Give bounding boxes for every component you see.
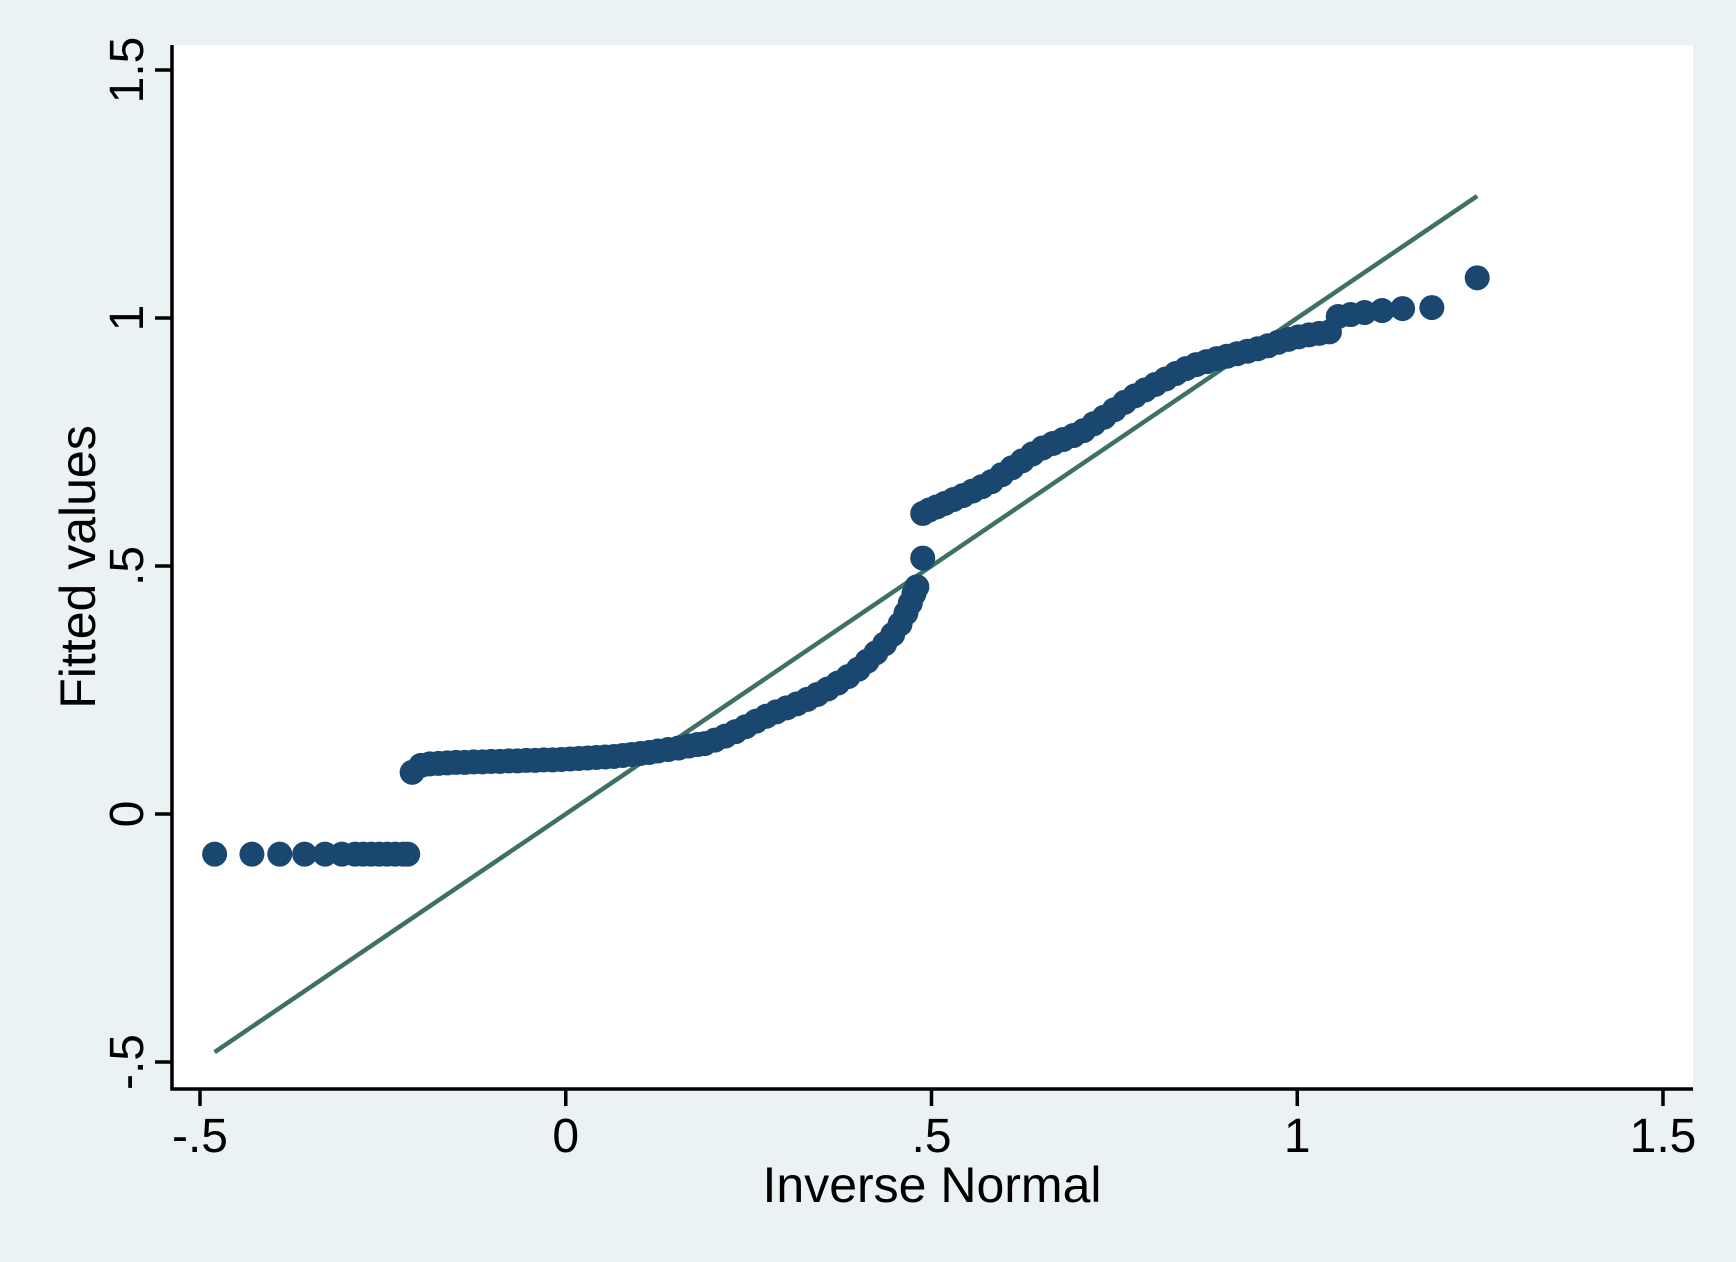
x-tick-label: .5 [911,1110,951,1163]
y-tick-label: 0 [101,801,154,828]
data-point [1464,265,1490,291]
y-tick-label: 1.5 [101,37,154,104]
data-point [267,841,293,867]
data-point [1419,295,1445,321]
x-tick-label: 0 [552,1110,579,1163]
y-tick-label: .5 [101,546,154,586]
x-tick-label: 1.5 [1630,1110,1697,1163]
x-tick-label: -.5 [172,1110,228,1163]
y-axis-ticks: -.5 0 .5 1 1.5 [101,37,172,1090]
data-point [1390,296,1416,322]
y-tick-label: 1 [101,305,154,332]
data-point [395,841,421,867]
y-tick-label: -.5 [101,1034,154,1090]
x-axis-ticks: -.5 0 .5 1 1.5 [172,1089,1696,1163]
scatter-points-layer [202,265,1490,867]
x-axis-title: Inverse Normal [763,1157,1102,1213]
y-axis-title: Fitted values [50,425,106,708]
data-point [292,841,318,867]
data-point [910,545,936,571]
data-point [1369,298,1395,324]
x-tick-label: 1 [1284,1110,1311,1163]
data-point [904,574,930,600]
data-point [239,841,265,867]
data-point [202,841,228,867]
